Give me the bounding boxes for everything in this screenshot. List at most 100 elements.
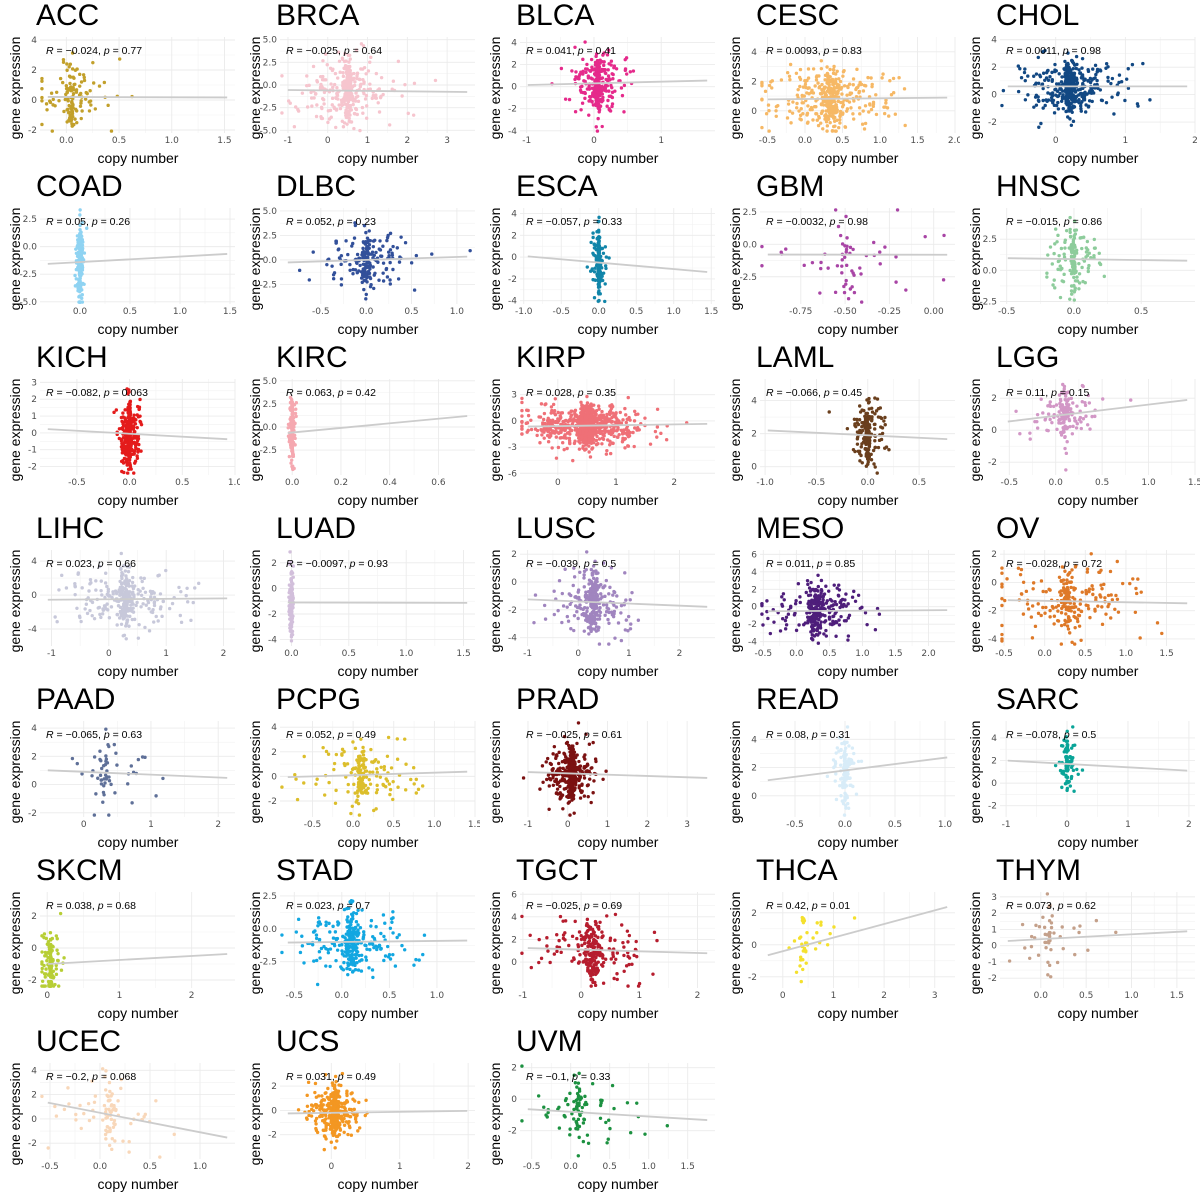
data-point xyxy=(623,446,627,450)
x-tick-label: 0.2 xyxy=(334,478,348,488)
data-point xyxy=(387,123,392,127)
data-point xyxy=(289,461,293,465)
data-point xyxy=(1079,107,1083,111)
x-tick-label: 0.5 xyxy=(404,307,418,317)
data-point xyxy=(1050,78,1055,82)
data-point xyxy=(560,411,565,415)
data-point xyxy=(133,430,137,434)
data-point xyxy=(806,104,810,108)
data-point xyxy=(1039,397,1043,401)
data-point xyxy=(823,73,828,78)
x-tick-label: -1 xyxy=(522,136,531,146)
y-tick-label: 2.5 xyxy=(23,215,37,225)
data-point xyxy=(340,57,345,61)
data-point xyxy=(610,95,614,100)
data-point xyxy=(1056,100,1060,105)
data-point xyxy=(380,254,384,258)
data-point xyxy=(351,102,355,107)
data-point xyxy=(819,111,824,116)
data-point xyxy=(597,245,601,249)
data-point xyxy=(628,70,633,74)
data-point xyxy=(64,586,69,590)
data-point xyxy=(290,403,294,407)
data-point xyxy=(601,271,606,275)
data-point xyxy=(1043,78,1047,83)
data-point xyxy=(78,257,82,262)
data-point xyxy=(114,408,119,412)
data-point xyxy=(1034,72,1039,76)
data-point xyxy=(322,102,326,106)
data-point xyxy=(309,96,314,100)
data-point xyxy=(1148,98,1152,102)
data-point xyxy=(859,300,864,304)
data-point xyxy=(1048,417,1052,422)
y-tick-label: 4 xyxy=(511,209,517,219)
data-point xyxy=(830,129,835,133)
data-point xyxy=(1082,235,1086,239)
data-point xyxy=(1065,390,1069,395)
data-point xyxy=(1058,264,1062,268)
data-point xyxy=(855,421,859,425)
y-tick-label: 2 xyxy=(511,231,517,241)
data-point xyxy=(403,82,407,87)
data-point xyxy=(838,117,842,122)
y-tick-label: 0 xyxy=(511,83,517,93)
data-point xyxy=(621,418,625,422)
data-point xyxy=(606,98,610,103)
data-point xyxy=(824,116,828,121)
data-point xyxy=(1104,66,1108,70)
data-point xyxy=(769,80,773,84)
data-point xyxy=(559,66,564,71)
data-point xyxy=(553,429,558,433)
y-tick-label: 2 xyxy=(511,61,517,71)
data-point xyxy=(381,279,386,283)
data-point xyxy=(1058,417,1063,422)
data-point xyxy=(365,280,369,284)
data-point xyxy=(387,254,391,258)
data-point xyxy=(388,260,392,265)
data-point xyxy=(1028,437,1032,441)
data-point xyxy=(280,111,284,115)
x-tick-label: 0.0 xyxy=(59,136,74,146)
data-point xyxy=(1081,82,1085,87)
y-tick-label: 0 xyxy=(511,417,517,427)
data-point xyxy=(1067,80,1071,84)
data-point xyxy=(837,83,841,87)
data-point xyxy=(1083,403,1088,408)
panel-lgg: -0.5 0.0 0.5 1.0 1.5 -2 0 2 LGG R = 0.11, p = 0.1… xyxy=(960,342,1200,513)
data-point xyxy=(369,55,373,60)
x-axis-label: copy number xyxy=(577,150,659,166)
data-point xyxy=(1032,105,1036,109)
x-tick-label: 1.0 xyxy=(450,307,465,317)
data-point xyxy=(891,91,896,95)
data-point xyxy=(884,445,889,449)
data-point xyxy=(798,67,803,72)
data-point xyxy=(346,252,350,257)
data-point xyxy=(603,429,608,433)
data-point xyxy=(121,581,125,585)
data-point xyxy=(866,451,871,456)
x-tick-label: 0.6 xyxy=(431,478,446,488)
data-point xyxy=(597,110,601,114)
data-point xyxy=(1126,67,1130,71)
y-axis-label: gene expression xyxy=(487,36,503,140)
data-point xyxy=(100,612,105,616)
data-point xyxy=(1069,407,1073,411)
data-point xyxy=(813,84,817,88)
data-point xyxy=(1080,56,1085,61)
data-point xyxy=(594,125,598,129)
data-point xyxy=(409,261,414,265)
data-point xyxy=(611,77,615,81)
data-point xyxy=(151,608,155,612)
data-point xyxy=(1065,87,1069,92)
data-point xyxy=(585,401,590,405)
regression-line xyxy=(287,89,468,93)
data-point xyxy=(98,612,102,617)
data-point xyxy=(1084,110,1088,114)
data-point xyxy=(876,415,881,419)
data-point xyxy=(849,106,853,110)
data-point xyxy=(817,84,822,89)
data-point xyxy=(841,103,846,107)
data-point xyxy=(1075,275,1079,279)
data-point xyxy=(1066,51,1070,55)
